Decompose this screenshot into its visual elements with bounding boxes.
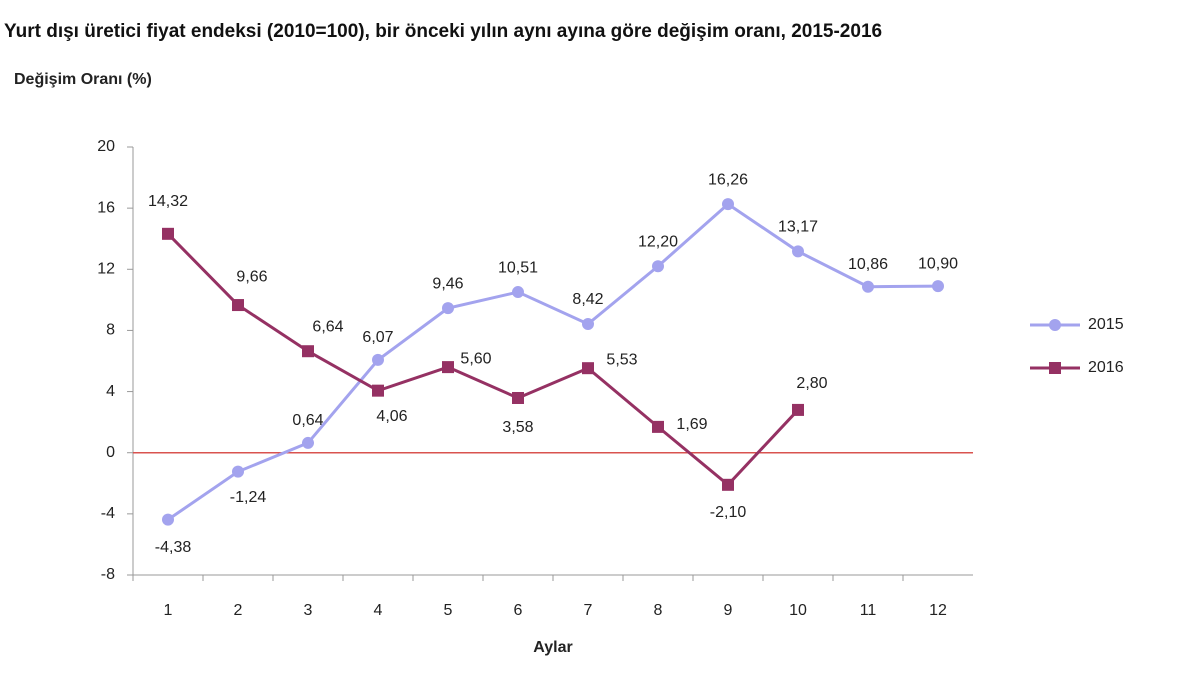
x-tick-label: 1 bbox=[164, 602, 173, 619]
data-label: -1,24 bbox=[230, 489, 267, 506]
marker bbox=[162, 513, 174, 526]
data-label: 4,06 bbox=[376, 408, 407, 425]
marker bbox=[652, 420, 664, 433]
legend-label: 2016 bbox=[1088, 359, 1124, 376]
marker bbox=[302, 345, 314, 358]
x-tick-label: 5 bbox=[444, 602, 453, 619]
x-tick-label: 2 bbox=[234, 602, 243, 619]
marker bbox=[652, 260, 664, 273]
data-label: 0,64 bbox=[292, 412, 323, 429]
marker bbox=[582, 318, 594, 331]
data-label: 8,42 bbox=[572, 291, 603, 308]
y-tick-label: 16 bbox=[97, 199, 115, 216]
data-label: -2,10 bbox=[710, 504, 747, 521]
marker bbox=[162, 227, 174, 240]
y-axis-label: Değişim Oranı (%) bbox=[14, 71, 152, 88]
marker bbox=[232, 299, 244, 312]
data-label: 5,60 bbox=[460, 350, 491, 367]
marker bbox=[372, 353, 384, 366]
y-tick-label: 4 bbox=[106, 383, 115, 400]
marker bbox=[442, 361, 454, 374]
series-line bbox=[167, 202, 939, 521]
marker bbox=[512, 391, 524, 404]
marker bbox=[792, 403, 804, 416]
y-tick-label: -8 bbox=[101, 566, 115, 583]
y-tick-label: 20 bbox=[97, 138, 115, 155]
y-tick-label: 12 bbox=[97, 261, 115, 278]
data-label: 10,51 bbox=[498, 259, 538, 276]
x-axis-label: Aylar bbox=[533, 639, 572, 656]
marker bbox=[792, 245, 804, 258]
marker bbox=[372, 384, 384, 397]
data-label: 13,17 bbox=[778, 219, 818, 236]
data-label: 9,66 bbox=[236, 268, 267, 285]
data-label: 2,80 bbox=[796, 375, 827, 392]
data-label: 1,69 bbox=[676, 416, 707, 433]
marker bbox=[722, 198, 734, 211]
data-label: 12,20 bbox=[638, 233, 678, 250]
data-label: 6,64 bbox=[312, 318, 343, 335]
marker bbox=[932, 280, 944, 293]
legend-label: 2015 bbox=[1088, 316, 1124, 333]
data-label: 3,58 bbox=[502, 419, 533, 436]
chart-title: Yurt dışı üretici fiyat endeksi (2010=10… bbox=[4, 21, 882, 42]
x-tick-label: 8 bbox=[654, 602, 663, 619]
marker bbox=[512, 286, 524, 299]
x-tick-label: 11 bbox=[860, 602, 877, 619]
y-tick-label: 8 bbox=[106, 322, 115, 339]
marker bbox=[302, 436, 314, 449]
data-label: 5,53 bbox=[606, 351, 637, 368]
marker bbox=[232, 465, 244, 478]
marker bbox=[442, 302, 454, 315]
x-tick-label: 10 bbox=[789, 602, 807, 619]
legend-marker bbox=[1049, 319, 1061, 331]
series-line bbox=[166, 232, 800, 487]
x-tick-label: 12 bbox=[929, 602, 947, 619]
marker bbox=[582, 362, 594, 375]
data-label: 14,32 bbox=[148, 193, 188, 210]
x-tick-label: 7 bbox=[584, 602, 593, 619]
data-label: -4,38 bbox=[155, 539, 192, 556]
x-tick-label: 6 bbox=[514, 602, 523, 619]
y-tick-label: 0 bbox=[106, 444, 115, 461]
marker bbox=[722, 478, 734, 491]
data-label: 9,46 bbox=[432, 275, 463, 292]
x-tick-label: 3 bbox=[304, 602, 313, 619]
marker bbox=[862, 280, 874, 293]
data-label: 6,07 bbox=[362, 329, 393, 346]
x-tick-label: 4 bbox=[374, 602, 383, 619]
data-label: 10,90 bbox=[918, 255, 958, 272]
data-label: 10,86 bbox=[848, 256, 888, 273]
legend-marker bbox=[1049, 362, 1061, 374]
x-tick-label: 9 bbox=[724, 602, 733, 619]
data-label: 16,26 bbox=[708, 171, 748, 188]
y-tick-label: -4 bbox=[101, 505, 115, 522]
